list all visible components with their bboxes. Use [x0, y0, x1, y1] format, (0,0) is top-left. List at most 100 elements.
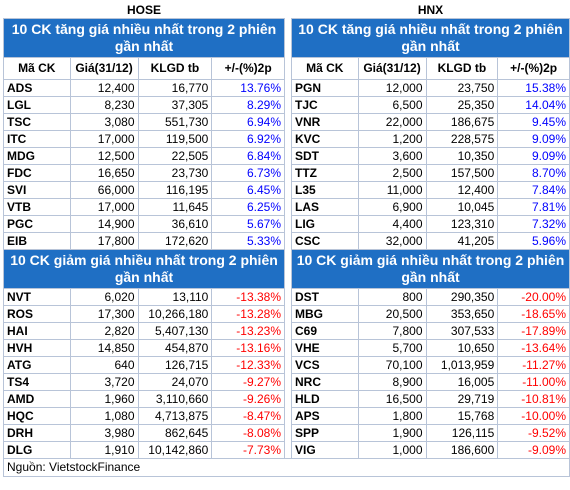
table-row: 10 CK tăng giá nhiều nhất trong 2 phiên … — [3, 17, 570, 58]
stock-code: MBG — [291, 304, 359, 323]
price: 20,500 — [357, 304, 427, 323]
volume: 23,730 — [137, 163, 213, 182]
spacer — [285, 390, 292, 407]
stock-code: TSC — [3, 112, 71, 131]
price: 12,400 — [69, 78, 139, 97]
spacer — [285, 305, 292, 322]
column-header: Mã CK — [291, 56, 359, 80]
spacer — [285, 215, 292, 232]
price: 8,900 — [357, 372, 427, 391]
table-row: MDG 12,500 22,505 6.84% SDT 3,600 10,350 9.09% — [3, 146, 570, 165]
change-percent: 6.73% — [211, 163, 285, 182]
stock-code: TTZ — [291, 163, 359, 182]
change-percent: 6.94% — [211, 112, 285, 131]
stock-code: MDG — [3, 146, 71, 165]
column-header: Giá(31/12) — [69, 56, 139, 80]
change-percent: -13.28% — [211, 304, 285, 323]
stock-code: DST — [291, 287, 359, 306]
stock-code: VHE — [291, 338, 359, 357]
table-row: TS4 3,720 24,070 -9.27% NRC 8,900 16,005 -11.00… — [3, 372, 570, 391]
volume: 186,675 — [425, 112, 499, 131]
stock-code: ROS — [3, 304, 71, 323]
change-percent: -13.64% — [497, 338, 570, 357]
price: 640 — [69, 355, 139, 374]
change-percent: -11.27% — [497, 355, 570, 374]
volume: 454,870 — [137, 338, 213, 357]
price: 1,960 — [69, 389, 139, 408]
spacer — [285, 441, 292, 458]
price: 1,000 — [357, 440, 427, 459]
price: 1,900 — [357, 423, 427, 442]
price: 7,800 — [357, 321, 427, 340]
volume: 15,768 — [425, 406, 499, 425]
price: 3,980 — [69, 423, 139, 442]
change-percent: 8.70% — [497, 163, 570, 182]
stock-code: SDT — [291, 146, 359, 165]
spacer — [285, 113, 292, 130]
column-header: +/-(%)2p — [211, 56, 285, 80]
stock-code: ITC — [3, 129, 71, 148]
stock-code: LGL — [3, 95, 71, 114]
volume: 10,142,860 — [137, 440, 213, 459]
volume: 11,645 — [137, 197, 213, 216]
spacer — [285, 18, 292, 57]
spacer — [285, 249, 292, 288]
table-row: ADS 12,400 16,770 13.76% PGN 12,000 23,750 15.3… — [3, 78, 570, 97]
stock-code: VIG — [291, 440, 359, 459]
price: 6,020 — [69, 287, 139, 306]
price: 16,650 — [69, 163, 139, 182]
volume: 23,750 — [425, 78, 499, 97]
stock-code: HQC — [3, 406, 71, 425]
table-row: Mã CK Giá(31/12) KLGD tb +/-(%)2p Mã CK Giá(3… — [3, 56, 570, 80]
price: 8,230 — [69, 95, 139, 114]
stock-code: VNR — [291, 112, 359, 131]
spacer — [285, 2, 292, 18]
change-percent: 6.92% — [211, 129, 285, 148]
price: 12,500 — [69, 146, 139, 165]
spacer — [285, 232, 292, 249]
volume: 25,350 — [425, 95, 499, 114]
price: 1,080 — [69, 406, 139, 425]
volume: 126,115 — [425, 423, 499, 442]
change-percent: -9.27% — [211, 372, 285, 391]
price: 17,800 — [69, 231, 139, 250]
price: 22,000 — [357, 112, 427, 131]
price: 3,080 — [69, 112, 139, 131]
change-percent: -8.47% — [211, 406, 285, 425]
change-percent: 5.67% — [211, 214, 285, 233]
volume: 5,407,130 — [137, 321, 213, 340]
spacer — [285, 57, 292, 79]
spacer — [285, 424, 292, 441]
stock-code: FDC — [3, 163, 71, 182]
volume: 1,013,959 — [425, 355, 499, 374]
stock-code: EIB — [3, 231, 71, 250]
change-percent: 6.45% — [211, 180, 285, 199]
volume: 123,310 — [425, 214, 499, 233]
volume: 307,533 — [425, 321, 499, 340]
price: 1,910 — [69, 440, 139, 459]
price: 1,800 — [357, 406, 427, 425]
volume: 157,500 — [425, 163, 499, 182]
change-percent: 5.96% — [497, 231, 570, 250]
volume: 126,715 — [137, 355, 213, 374]
table-row: HVH 14,850 454,870 -13.16% VHE 5,700 10,650 -13… — [3, 338, 570, 357]
spacer — [285, 407, 292, 424]
volume: 353,650 — [425, 304, 499, 323]
table-row: AMD 1,960 3,110,660 -9.26% HLD 16,500 29,719 -1… — [3, 389, 570, 408]
change-percent: -18.65% — [497, 304, 570, 323]
volume: 551,730 — [137, 112, 213, 131]
volume: 290,350 — [425, 287, 499, 306]
volume: 4,713,875 — [137, 406, 213, 425]
column-header: KLGD tb — [137, 56, 213, 80]
stock-code: KVC — [291, 129, 359, 148]
volume: 22,505 — [137, 146, 213, 165]
stock-code: C69 — [291, 321, 359, 340]
stock-code: HVH — [3, 338, 71, 357]
stock-code: DRH — [3, 423, 71, 442]
change-percent: 7.32% — [497, 214, 570, 233]
change-percent: 6.25% — [211, 197, 285, 216]
change-percent: -20.00% — [497, 287, 570, 306]
volume: 186,600 — [425, 440, 499, 459]
price: 4,400 — [357, 214, 427, 233]
price: 6,500 — [357, 95, 427, 114]
